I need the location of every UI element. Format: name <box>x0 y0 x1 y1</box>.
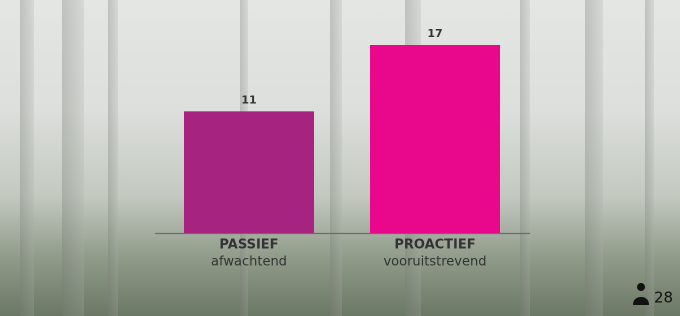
category-label: PROACTIEF <box>394 238 475 253</box>
category-sublabel: afwachtend <box>211 255 287 270</box>
chart: 28 11 PASSIEF afwachtend 17 PROACTIEF vooruit… <box>0 0 680 316</box>
screen: 28 11 PASSIEF afwachtend 17 PROACTIEF vooruit… <box>0 0 680 316</box>
bar <box>184 111 314 233</box>
bar <box>370 45 500 233</box>
participant-icon <box>633 283 649 305</box>
category-sublabel: vooruitstrevend <box>383 255 486 270</box>
value-label: 17 <box>427 27 442 40</box>
participant-count: 28 <box>654 289 673 307</box>
category-label: PASSIEF <box>219 238 278 253</box>
value-label: 11 <box>241 93 256 106</box>
